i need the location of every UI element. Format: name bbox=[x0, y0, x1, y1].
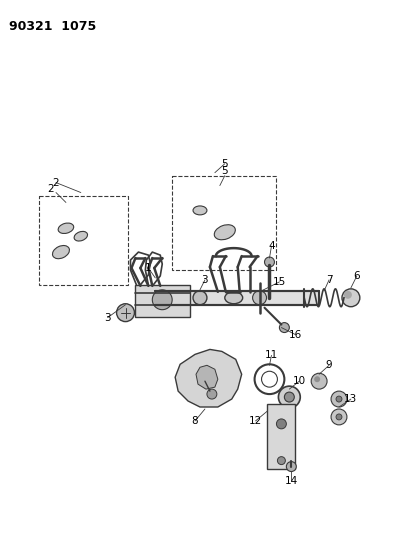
Ellipse shape bbox=[193, 206, 207, 215]
Text: 1: 1 bbox=[145, 263, 152, 273]
Text: 5: 5 bbox=[222, 159, 228, 169]
Text: 12: 12 bbox=[249, 416, 262, 426]
Text: 14: 14 bbox=[285, 477, 298, 487]
Text: 10: 10 bbox=[293, 376, 306, 386]
Circle shape bbox=[314, 376, 320, 382]
Circle shape bbox=[279, 322, 289, 333]
Circle shape bbox=[152, 290, 172, 310]
Circle shape bbox=[331, 409, 347, 425]
Circle shape bbox=[336, 414, 342, 420]
Circle shape bbox=[336, 396, 342, 402]
Text: 9: 9 bbox=[326, 360, 332, 370]
Text: 7: 7 bbox=[326, 275, 332, 285]
Bar bbox=[172, 176, 276, 270]
Circle shape bbox=[264, 257, 274, 267]
Circle shape bbox=[255, 293, 264, 303]
Bar bbox=[136, 285, 190, 317]
Text: 2: 2 bbox=[53, 177, 59, 188]
Text: 15: 15 bbox=[273, 277, 286, 287]
Ellipse shape bbox=[225, 292, 242, 304]
Text: 8: 8 bbox=[192, 416, 198, 426]
Text: 16: 16 bbox=[289, 329, 302, 340]
Bar bbox=[268, 404, 295, 469]
Text: 4: 4 bbox=[268, 241, 275, 251]
Polygon shape bbox=[196, 365, 218, 389]
Text: 3: 3 bbox=[104, 313, 111, 322]
Circle shape bbox=[253, 291, 266, 305]
Circle shape bbox=[311, 373, 327, 389]
Ellipse shape bbox=[53, 246, 70, 259]
Text: 6: 6 bbox=[354, 271, 360, 281]
Bar bbox=[155, 291, 319, 305]
Circle shape bbox=[207, 389, 217, 399]
Polygon shape bbox=[175, 350, 242, 407]
Text: 13: 13 bbox=[344, 394, 358, 404]
Circle shape bbox=[285, 392, 294, 402]
Circle shape bbox=[117, 304, 134, 321]
Circle shape bbox=[331, 391, 347, 407]
Text: 3: 3 bbox=[202, 275, 208, 285]
Text: 11: 11 bbox=[265, 350, 278, 360]
Text: 2: 2 bbox=[48, 183, 54, 193]
Circle shape bbox=[278, 386, 300, 408]
Ellipse shape bbox=[58, 223, 74, 233]
Circle shape bbox=[276, 419, 286, 429]
Circle shape bbox=[277, 457, 285, 465]
Text: 90321  1075: 90321 1075 bbox=[9, 20, 97, 33]
Ellipse shape bbox=[74, 231, 88, 241]
Circle shape bbox=[342, 289, 360, 306]
Circle shape bbox=[193, 291, 207, 305]
Ellipse shape bbox=[214, 225, 235, 240]
Ellipse shape bbox=[151, 291, 159, 305]
Text: 5: 5 bbox=[222, 166, 228, 176]
Circle shape bbox=[286, 462, 296, 472]
Bar bbox=[39, 196, 129, 285]
Circle shape bbox=[344, 291, 352, 299]
